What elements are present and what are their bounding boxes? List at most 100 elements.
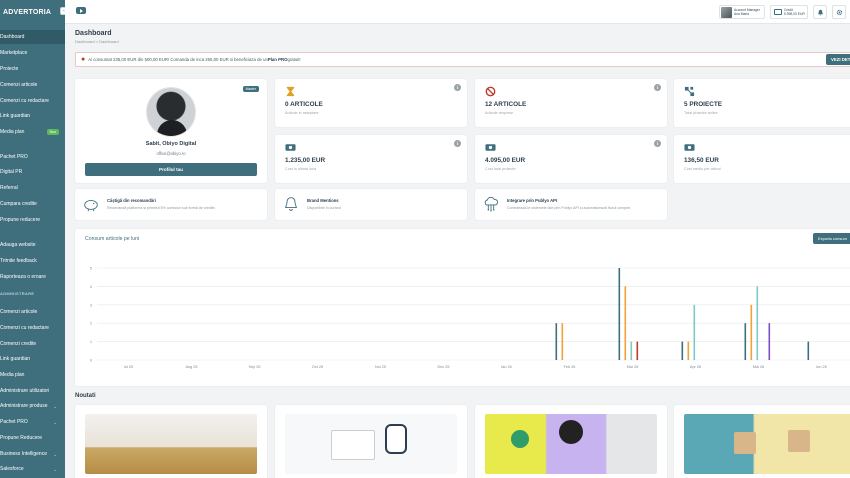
notifications-button[interactable] — [813, 5, 827, 19]
money-icon — [684, 144, 695, 151]
sidebar-item[interactable]: Link guardian — [0, 352, 65, 366]
info-icon[interactable]: i — [654, 140, 661, 147]
play-icon — [79, 8, 83, 13]
chart-bar — [618, 268, 621, 360]
x-tick-label: Dec 25 — [437, 365, 449, 369]
account-manager-card[interactable]: Account Manager Ana Maria — [719, 5, 765, 19]
account-role: Account Manager — [734, 8, 760, 12]
sidebar-item[interactable]: Media plan Nou — [0, 125, 65, 139]
feature-desc: Disponibile în curând — [307, 206, 341, 210]
sidebar-item[interactable]: Cumpara credite — [0, 197, 65, 211]
x-tick-label: Aug 25 — [185, 365, 197, 369]
app-logo[interactable]: ADVERTORIA — [3, 8, 52, 16]
sidebar-item-label: Media plan — [0, 372, 25, 378]
stat-value: 136,50 EUR — [684, 157, 719, 164]
sidebar-item[interactable]: Pachet PRO — [0, 150, 65, 164]
sidebar-item-label: Link guardian — [0, 356, 31, 362]
bar-chart: 0 1 2 3 4 5 Iul 25 Aug 25 Sep 25 Oct 25 Noi 25 Dec … — [90, 267, 850, 369]
sidebar-item[interactable]: Referral — [0, 181, 65, 195]
sidebar-item[interactable]: Comenzi cu redactare — [0, 321, 65, 335]
x-tick-label: Oct 25 — [312, 365, 323, 369]
bell-icon — [284, 197, 298, 211]
alert-text-bold: Plan PRO — [267, 57, 288, 62]
sidebar-item[interactable]: Administrare utilizatori — [0, 384, 65, 398]
consumption-chart-card: Consum articole pe luni Exporta consum 0… — [75, 229, 850, 386]
credit-balance[interactable]: Credit 5.995,00 EUR — [770, 5, 808, 19]
chart-bar — [693, 304, 696, 360]
user-alert-icon: ● — [81, 56, 86, 63]
stat-card-last-month: i 1.235,00 EUR Cost in ultima luna — [275, 135, 467, 183]
sidebar-item[interactable]: Propune reducere — [0, 213, 65, 227]
chevron-down-icon: ⌄ — [53, 466, 57, 472]
info-icon[interactable]: i — [654, 84, 661, 91]
status-badge: Master — [242, 86, 259, 92]
sidebar-item[interactable]: Propune Reducere — [0, 431, 65, 445]
breadcrumb[interactable]: Dashboard > Dashboard — [75, 39, 119, 44]
page-title: Dashboard — [75, 30, 112, 37]
chart-bar — [555, 323, 558, 360]
chart-bar — [687, 341, 690, 360]
sidebar-item-label: Comenzi cu redactare — [0, 325, 49, 331]
sidebar-item[interactable]: Comenzi credite — [0, 337, 65, 351]
sidebar-item[interactable]: Administrare produse ⌄ — [0, 399, 65, 413]
feature-desc: Conectează-te sistemele tale prin Publyo… — [507, 206, 631, 210]
settings-button[interactable] — [832, 5, 846, 19]
sidebar-item[interactable]: Pachet PRO ⌄ — [0, 415, 65, 429]
sidebar-item-label: Pachet PRO — [0, 154, 28, 160]
sidebar-item[interactable]: Digital PR — [0, 165, 65, 179]
chart-bar — [561, 323, 564, 360]
sidebar-item[interactable]: Dashboard — [0, 30, 65, 44]
y-tick-label: 0 — [90, 359, 92, 363]
feature-card-api[interactable]: Integrare prin Publyo API Conectează-te … — [475, 189, 667, 220]
piggy-bank-icon — [84, 199, 98, 212]
video-tutorial-button[interactable] — [76, 7, 86, 14]
profile-card: Master Sabit, Obiyo Digital office@obiyo… — [75, 79, 267, 183]
news-card[interactable] — [275, 405, 467, 478]
feature-card-brand-mentions[interactable]: Brand Mentions Disponibile în curând — [275, 189, 467, 220]
credit-value: 5.995,00 EUR — [784, 12, 805, 16]
stat-value: 5 PROIECTE — [684, 101, 722, 108]
sidebar-item[interactable]: Business Intelligence ⌄ — [0, 447, 65, 461]
y-tick-label: 5 — [90, 267, 92, 271]
news-card[interactable] — [674, 405, 850, 478]
chart-bar — [681, 341, 684, 360]
feature-card-referral[interactable]: Câștigă din recomandări Recomandă platfo… — [75, 189, 267, 220]
pro-plan-alert: ● Ai consumat 235,00 EUR din 500,00 EUR!… — [75, 52, 850, 67]
sidebar-item[interactable]: Raporteaza o eroare — [0, 270, 65, 284]
money-icon — [285, 144, 296, 151]
sidebar-item[interactable]: Adauga website — [0, 238, 65, 252]
sidebar-section-label: ADMINISTRARE — [0, 291, 35, 296]
chart-bar — [744, 323, 747, 360]
chart-title: Consum articole pe luni — [85, 236, 140, 242]
sidebar-item[interactable]: Media plan — [0, 368, 65, 382]
sidebar-item[interactable]: Comenzi articole — [0, 78, 65, 92]
money-icon — [485, 144, 496, 151]
profile-button[interactable]: Profilul tau — [85, 163, 257, 176]
sidebar-item-label: Raporteaza o eroare — [0, 274, 46, 280]
news-image-bonus — [85, 414, 257, 474]
sidebar-item-label: Cumpara credite — [0, 201, 37, 207]
sidebar-item-label: Comenzi credite — [0, 341, 37, 347]
sidebar-item[interactable]: Salesforce ⌄ — [0, 462, 65, 476]
stat-value: 12 ARTICOLE — [485, 101, 527, 108]
info-icon[interactable]: i — [454, 140, 461, 147]
sidebar-item[interactable]: Comenzi articole — [0, 305, 65, 319]
sidebar-item[interactable]: Link guardian — [0, 109, 65, 123]
view-details-button[interactable]: VEZI DETALII — [826, 54, 850, 65]
info-icon[interactable]: i — [454, 84, 461, 91]
sidebar-item-label: Salesforce — [0, 466, 24, 472]
y-tick-label: 2 — [90, 322, 92, 326]
chart-bar — [750, 304, 753, 360]
chart-bar — [807, 341, 810, 360]
stat-label: Articole respinse — [485, 111, 514, 115]
sidebar-item-label: Administrare produse — [0, 403, 48, 409]
news-card[interactable] — [475, 405, 667, 478]
sidebar-item[interactable]: Trimite feedback — [0, 254, 65, 268]
y-tick-label: 4 — [90, 285, 92, 289]
export-consumption-button[interactable]: Exporta consum — [813, 233, 850, 244]
alert-text-before: Ai consumat 235,00 EUR din 500,00 EUR! C… — [88, 57, 268, 62]
sidebar-item[interactable]: Marketplace — [0, 46, 65, 60]
news-card[interactable] — [75, 405, 267, 478]
sidebar-item[interactable]: Proiecte — [0, 62, 65, 76]
sidebar-item[interactable]: Comenzi cu redactare — [0, 94, 65, 108]
